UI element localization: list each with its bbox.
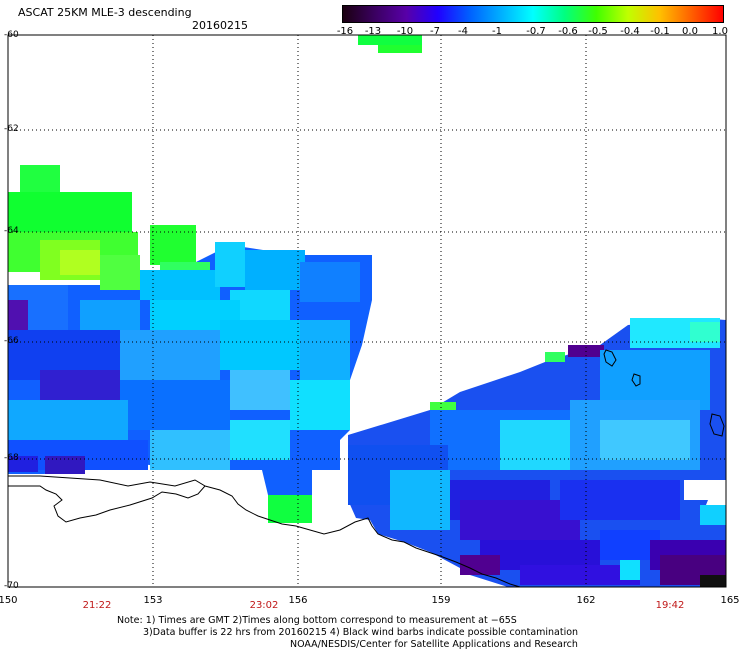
- swath-cell: [220, 320, 300, 370]
- latitude-label: -66: [4, 336, 19, 346]
- island-3: [709, 413, 725, 437]
- island-1: [603, 349, 617, 367]
- note-line-3: NOAA/NESDIS/Center for Satellite Applica…: [290, 639, 578, 650]
- latitude-label: -70: [4, 581, 19, 591]
- swath-cell: [700, 505, 726, 525]
- swath-cell: [290, 380, 350, 430]
- swath-cell: [45, 456, 85, 474]
- colorbar-label: 0.0: [682, 26, 698, 37]
- map-frame: [7, 34, 727, 588]
- swath-cell: [215, 242, 245, 287]
- note-line-2: 3)Data buffer is 22 hrs from 20160215 4)…: [143, 627, 579, 638]
- colorbar-label: -16: [336, 26, 354, 37]
- colorbar-label: -0.4: [620, 26, 640, 37]
- swath-cell: [245, 250, 305, 290]
- latitude-label: -62: [4, 124, 19, 134]
- swath-cell: [8, 300, 28, 330]
- map-date: 20160215: [192, 19, 248, 32]
- swath-cell: [120, 380, 230, 430]
- swath-cell: [684, 480, 726, 500]
- swath-cell: [700, 575, 726, 587]
- swath-cell: [100, 255, 140, 290]
- swath-cell: [268, 495, 312, 523]
- swath-cell: [545, 352, 565, 362]
- colorbar-label: 1.0: [712, 26, 728, 37]
- swath-cell: [726, 320, 740, 590]
- colorbar-label: -0.6: [558, 26, 578, 37]
- island-2: [631, 373, 641, 387]
- longitude-label: 150: [0, 595, 18, 606]
- swath-cell: [358, 35, 422, 45]
- measurement-time-label: 23:02: [249, 600, 279, 611]
- swath-cell: [80, 300, 140, 330]
- swath-cell: [150, 430, 230, 470]
- measurement-time-label: 21:22: [82, 600, 112, 611]
- swath-cell: [378, 45, 422, 53]
- swath-cell: [120, 330, 220, 380]
- swath-cell: [600, 420, 690, 460]
- swath-cell: [140, 270, 220, 300]
- latitude-label: -64: [4, 226, 19, 236]
- longitude-label: 156: [288, 595, 308, 606]
- map-title: ASCAT 25KM MLE-3 descending: [18, 6, 192, 19]
- swath-cell: [8, 400, 128, 440]
- swath-cell: [150, 225, 196, 265]
- swath-cell: [300, 262, 360, 302]
- colorbar-label: -13: [364, 26, 382, 37]
- colorbar: [342, 5, 724, 23]
- latitude-label: -68: [4, 453, 19, 463]
- swath-cell: [230, 420, 290, 460]
- swath-cell: [560, 480, 680, 520]
- colorbar-label: -1: [492, 26, 502, 37]
- longitude-label: 162: [576, 595, 596, 606]
- coastline: [8, 349, 725, 588]
- swath-cell: [40, 370, 120, 400]
- longitude-label: 165: [720, 595, 740, 606]
- swath-cell: [300, 320, 350, 380]
- swath-cell: [60, 250, 100, 275]
- colorbar-label: -0.7: [526, 26, 546, 37]
- colorbar-label: -7: [430, 26, 440, 37]
- antarctic-coastline: [8, 475, 521, 588]
- note-line-1: Note: 1) Times are GMT 2)Times along bot…: [117, 615, 517, 626]
- swath-cell: [430, 402, 456, 412]
- latitude-label: -60: [4, 30, 19, 40]
- swath-cell: [390, 470, 450, 530]
- swath-cell: [690, 322, 720, 342]
- longitude-label: 153: [143, 595, 163, 606]
- swath-cell: [460, 555, 500, 575]
- longitude-label: 159: [431, 595, 451, 606]
- measurement-time-label: 19:42: [655, 600, 685, 611]
- swath-cell: [230, 370, 290, 410]
- colorbar-label: -10: [396, 26, 414, 37]
- swath-cell: [520, 565, 640, 585]
- data-swath: [8, 35, 740, 590]
- colorbar-label: -4: [458, 26, 468, 37]
- swath-cell: [8, 456, 38, 472]
- swath-cell: [620, 560, 640, 580]
- colorbar-label: -0.5: [588, 26, 608, 37]
- colorbar-label: -0.1: [650, 26, 670, 37]
